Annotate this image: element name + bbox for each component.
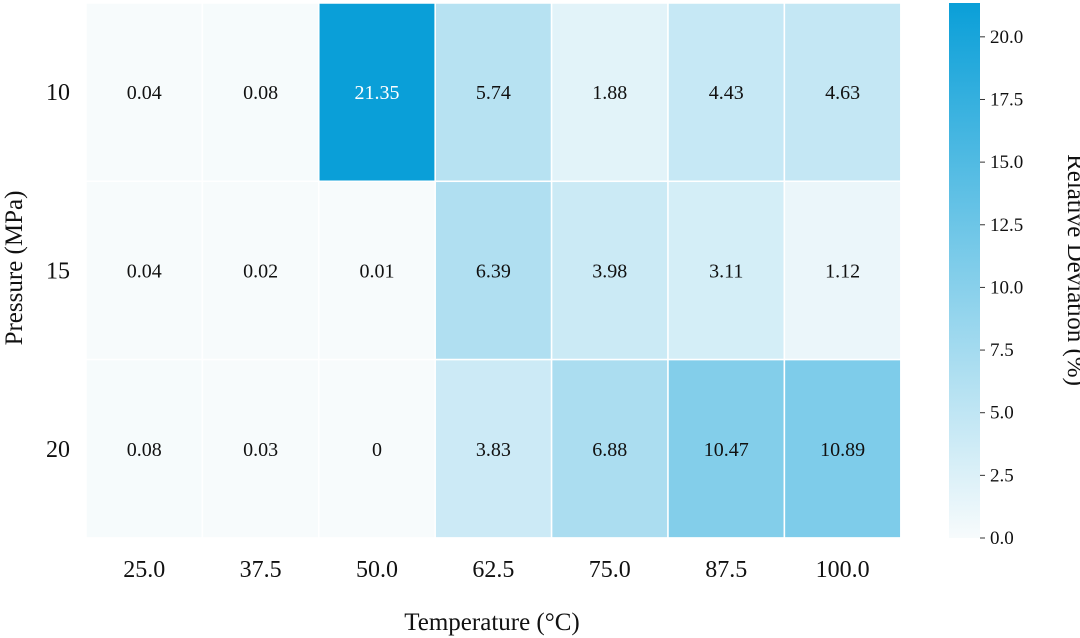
colorbar-tick-label: 5.0 <box>990 403 1014 424</box>
heatmap-cell-20-37.5 <box>201 358 320 539</box>
heatmap-cell-15-87.5 <box>667 180 786 361</box>
heatmap-cell-labels: 0.04 0.08 21.35 5.74 1.88 4.43 4.63 0.04 0.02 0.0… <box>127 82 865 461</box>
cell-value-label: 10.89 <box>820 439 865 461</box>
cell-value-label: 4.43 <box>709 82 744 104</box>
cell-value-label: 1.88 <box>592 82 627 104</box>
colorbar-tick-label: 15.0 <box>990 152 1023 173</box>
x-tick-label: 62.5 <box>472 557 514 583</box>
cell-value-label: 0.04 <box>127 260 162 282</box>
y-tick-label: 20 <box>46 437 70 463</box>
heatmap-cell-10-50.0 <box>318 2 436 183</box>
cell-value-label: 6.39 <box>476 260 511 282</box>
heatmap-cell-15-25.0 <box>85 180 204 361</box>
colorbar-tick-label: 17.5 <box>990 89 1023 110</box>
x-tick-label: 25.0 <box>123 557 165 583</box>
cell-value-label: 4.63 <box>825 82 860 104</box>
colorbar-ticks: 0.0 2.5 5.0 7.5 10.0 12.5 15.0 17.5 20.0 <box>980 27 1023 549</box>
heatmap-cell-15-50.0 <box>318 180 436 361</box>
x-tick-label: 75.0 <box>589 557 631 583</box>
cell-value-label: 10.47 <box>704 439 749 461</box>
x-tick-label: 50.0 <box>356 557 398 583</box>
colorbar <box>949 3 980 538</box>
x-tick-label: 37.5 <box>240 557 282 583</box>
cell-value-label: 1.12 <box>825 260 860 282</box>
y-axis-ticks: 10 15 20 <box>46 80 70 463</box>
x-tick-label: 100.0 <box>816 557 870 583</box>
heatmap-cells <box>85 2 902 539</box>
cell-value-label: 3.83 <box>476 439 511 461</box>
heatmap-cell-20-87.5 <box>667 358 786 539</box>
cell-value-label: 0.01 <box>360 260 395 282</box>
heatmap-cell-15-100.0 <box>783 180 902 361</box>
y-axis-label: Pressure (MPa) <box>1 191 28 346</box>
heatmap-cell-10-25.0 <box>85 2 204 183</box>
colorbar-label: Relative Deviation (%) <box>1062 154 1080 386</box>
cell-value-label: 3.11 <box>709 260 743 282</box>
cell-value-label: 0.04 <box>127 82 162 104</box>
heatmap-cell-10-37.5 <box>201 2 320 183</box>
x-axis-ticks: 25.0 37.5 50.0 62.5 75.0 87.5 100.0 <box>123 557 869 583</box>
colorbar-tick-label: 2.5 <box>990 465 1014 486</box>
y-tick-label: 15 <box>46 258 70 284</box>
cell-value-label: 0.08 <box>243 82 278 104</box>
cell-value-label: 0 <box>372 439 382 461</box>
heatmap-cell-20-62.5 <box>434 358 553 539</box>
y-tick-label: 10 <box>46 80 70 106</box>
heatmap-cell-20-75.0 <box>550 358 669 539</box>
colorbar-tick-label: 7.5 <box>990 340 1014 361</box>
heatmap-cell-10-75.0 <box>550 2 669 183</box>
cell-value-label: 21.35 <box>355 82 400 104</box>
x-axis-label: Temperature (°C) <box>404 609 580 636</box>
cell-value-label: 3.98 <box>592 260 627 282</box>
colorbar-tick-label: 10.0 <box>990 277 1023 298</box>
heatmap-cell-10-87.5 <box>667 2 786 183</box>
cell-value-label: 0.08 <box>127 439 162 461</box>
colorbar-tick-label: 0.0 <box>990 528 1014 549</box>
x-tick-label: 87.5 <box>705 557 747 583</box>
colorbar-tick-label: 12.5 <box>990 215 1023 236</box>
heatmap-cell-20-25.0 <box>85 358 204 539</box>
cell-value-label: 5.74 <box>476 82 511 104</box>
heatmap-cell-20-100.0 <box>783 358 902 539</box>
cell-value-label: 0.02 <box>243 260 278 282</box>
heatmap-cell-15-75.0 <box>550 180 669 361</box>
cell-value-label: 6.88 <box>592 439 627 461</box>
heatmap-cell-10-62.5 <box>434 2 553 183</box>
heatmap-cell-20-50.0 <box>318 358 436 539</box>
cell-value-label: 0.03 <box>243 439 278 461</box>
colorbar-tick-label: 20.0 <box>990 27 1023 48</box>
